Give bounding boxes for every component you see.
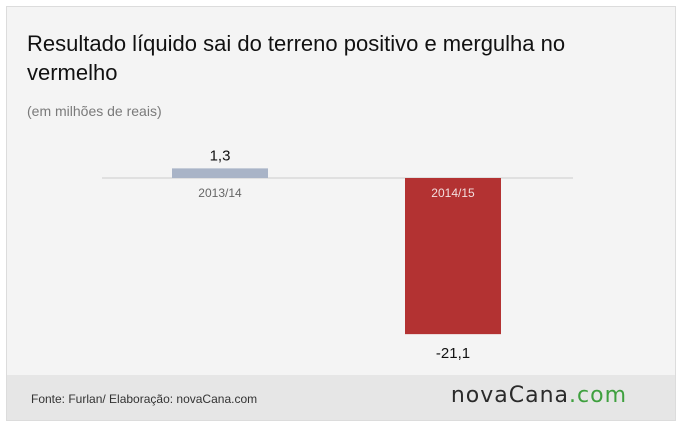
bar-2013-14 <box>172 168 268 178</box>
category-label: 2013/14 <box>198 186 242 200</box>
bar-chart: 1,3 2013/14 -21,1 2014/15 <box>102 147 573 362</box>
novacana-logo: novaCana.com <box>451 383 627 408</box>
footer: Fonte: Furlan/ Elaboração: novaCana.com … <box>7 375 675 420</box>
logo-suffix-text: .com <box>569 383 627 408</box>
source-note: Fonte: Furlan/ Elaboração: novaCana.com <box>31 392 258 406</box>
chart-subtitle: (em milhões de reais) <box>27 103 162 119</box>
chart-card: Resultado líquido sai do terreno positiv… <box>6 6 676 421</box>
logo-main-text: novaCana <box>450 383 570 408</box>
bar-2014-15 <box>405 178 501 335</box>
category-label: 2014/15 <box>431 186 475 200</box>
value-label: -21,1 <box>436 345 470 362</box>
value-label: 1,3 <box>210 147 231 164</box>
chart-title: Resultado líquido sai do terreno positiv… <box>27 31 566 85</box>
